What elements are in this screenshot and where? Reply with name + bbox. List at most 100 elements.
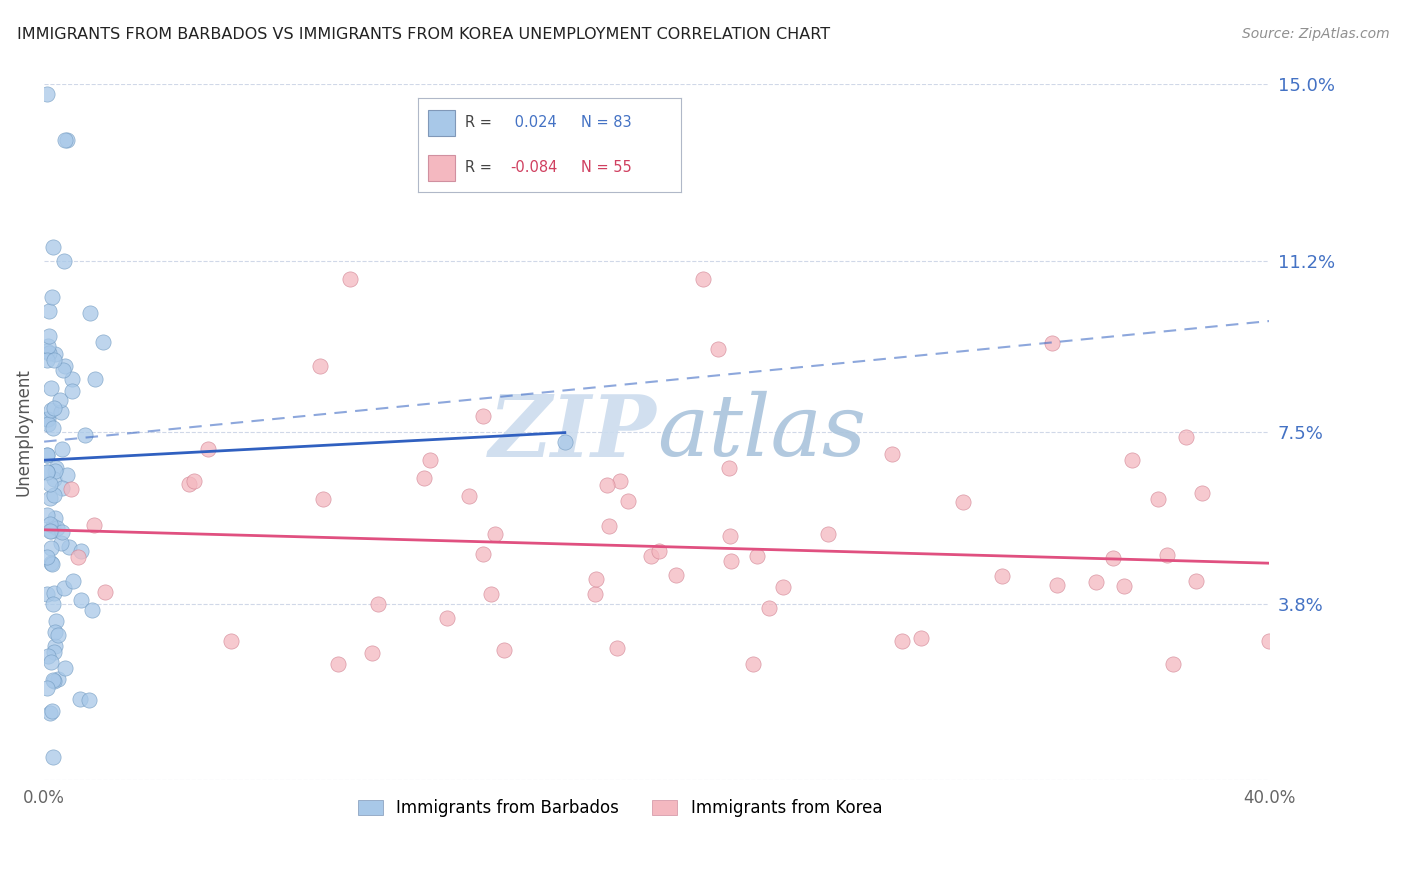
Point (37, 465, 59, 479)
Point (58, 540, 80, 554)
Point (606, 640, 628, 655)
Point (37, 343, 59, 358)
Point (1121, 452, 1143, 467)
Point (1146, 491, 1168, 506)
Point (69, 692, 91, 706)
Point (42, 519, 65, 533)
Point (219, 633, 242, 648)
Point (39, 402, 62, 417)
Point (37, 448, 59, 462)
Point (1040, 335, 1063, 350)
Point (66, 549, 89, 564)
Point (817, 527, 839, 541)
Point (51, 481, 73, 495)
Text: atlas: atlas (657, 391, 866, 474)
Point (1156, 548, 1178, 562)
Point (59, 482, 82, 496)
Text: Source: ZipAtlas.com: Source: ZipAtlas.com (1241, 27, 1389, 41)
Point (55, 467, 77, 482)
Point (37, 681, 59, 695)
Point (479, 587, 502, 601)
Point (707, 342, 730, 356)
Point (42, 750, 65, 764)
Point (38, 517, 60, 532)
Point (79, 306, 101, 320)
Point (49, 405, 72, 419)
Point (367, 597, 389, 611)
Point (1161, 657, 1184, 672)
Point (52, 581, 75, 595)
Point (44, 347, 66, 361)
Point (41, 704, 63, 718)
Point (62, 574, 84, 589)
Point (1258, 634, 1281, 648)
Point (44, 625, 66, 640)
Point (42, 586, 65, 600)
Point (598, 519, 620, 533)
Point (609, 475, 631, 489)
Point (46, 628, 69, 642)
Point (458, 489, 481, 503)
Point (412, 470, 434, 484)
Point (51, 525, 73, 540)
Point (471, 547, 494, 561)
Point (665, 568, 688, 582)
Point (361, 646, 384, 660)
Point (617, 493, 640, 508)
Point (1191, 485, 1213, 500)
Point (471, 409, 494, 423)
Point (51, 442, 73, 456)
Point (1101, 551, 1123, 566)
Point (1046, 578, 1069, 592)
Point (890, 634, 912, 648)
Point (46, 673, 69, 687)
Point (53, 133, 76, 147)
Point (42, 645, 65, 659)
Point (37, 411, 59, 425)
Legend: Immigrants from Barbados, Immigrants from Korea: Immigrants from Barbados, Immigrants fro… (352, 793, 889, 824)
Point (39, 706, 62, 720)
Point (52, 253, 75, 268)
Point (60, 372, 83, 386)
Point (39, 524, 62, 539)
Point (42, 240, 65, 254)
Text: ZIP: ZIP (489, 391, 657, 475)
Point (717, 461, 740, 475)
Point (1185, 574, 1208, 588)
Text: IMMIGRANTS FROM BARBADOS VS IMMIGRANTS FROM KOREA UNEMPLOYMENT CORRELATION CHART: IMMIGRANTS FROM BARBADOS VS IMMIGRANTS F… (17, 27, 830, 42)
Point (42, 353, 65, 368)
Point (745, 549, 768, 563)
Point (37, 587, 59, 601)
Point (37, 339, 59, 353)
Point (692, 272, 714, 286)
Point (53, 359, 76, 373)
Y-axis label: Unemployment: Unemployment (15, 368, 32, 496)
Point (308, 359, 330, 374)
Point (37, 508, 59, 523)
Point (38, 329, 60, 343)
Point (45, 614, 67, 628)
Point (38, 304, 60, 318)
Point (39, 556, 62, 570)
Point (1085, 575, 1108, 590)
Point (46, 520, 69, 534)
Point (38, 346, 60, 360)
Point (75, 428, 97, 442)
Point (44, 674, 66, 689)
Point (37, 448, 59, 462)
Point (49, 535, 72, 549)
Point (41, 597, 63, 611)
Point (596, 478, 619, 492)
Point (41, 673, 63, 687)
Point (44, 401, 66, 415)
Point (38, 491, 60, 505)
Point (41, 381, 63, 395)
Point (93, 585, 115, 599)
Point (952, 495, 974, 509)
Point (648, 544, 671, 558)
Point (326, 657, 349, 672)
Point (741, 657, 763, 672)
Point (339, 272, 361, 286)
Point (41, 557, 63, 571)
Point (91, 335, 114, 350)
